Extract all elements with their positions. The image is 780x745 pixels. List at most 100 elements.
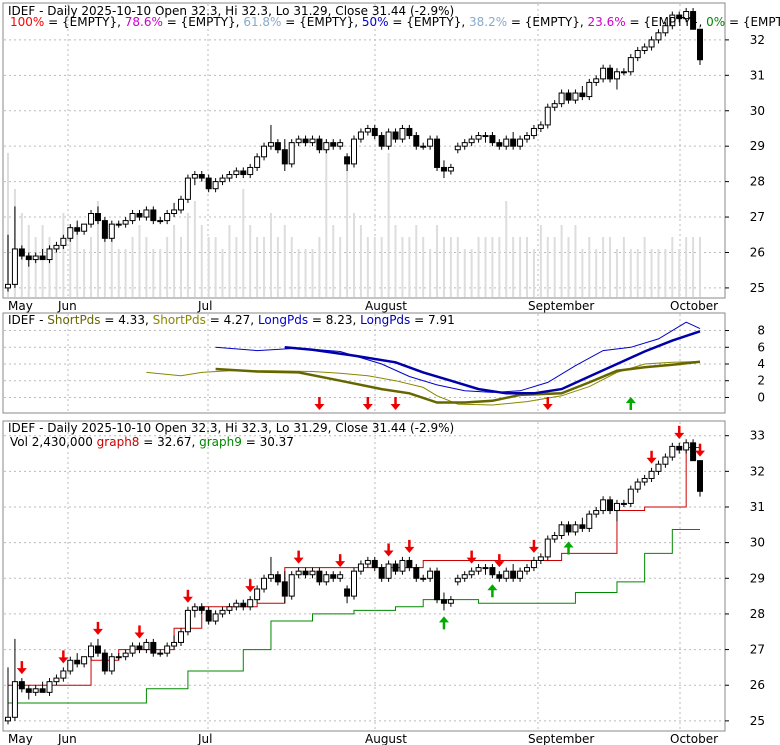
volume-bar bbox=[643, 237, 646, 297]
candle-body bbox=[510, 570, 517, 579]
volume-bar bbox=[505, 201, 508, 297]
volume-bar bbox=[193, 201, 196, 297]
candle-body bbox=[233, 602, 240, 608]
candle-body bbox=[447, 599, 454, 604]
candle-body bbox=[198, 174, 205, 179]
candle-body bbox=[385, 563, 392, 579]
volume-bar bbox=[470, 249, 473, 297]
candle-body bbox=[586, 513, 593, 529]
candle-body bbox=[683, 442, 690, 451]
volume-bar bbox=[145, 237, 148, 297]
candle-body bbox=[697, 460, 703, 492]
candle-body bbox=[371, 559, 378, 569]
volume-bar bbox=[491, 237, 494, 297]
volume-bar bbox=[249, 225, 252, 297]
volume-bar bbox=[41, 225, 44, 297]
volume-bar bbox=[34, 237, 37, 297]
signals-panel-frame bbox=[2, 420, 726, 732]
periods-header-sep: - bbox=[35, 313, 47, 327]
candle-body bbox=[309, 138, 316, 144]
candle-body bbox=[74, 659, 81, 665]
volume-bar bbox=[526, 237, 528, 297]
candle-body bbox=[399, 559, 406, 572]
candle-body bbox=[240, 602, 247, 608]
x-tick-label: May bbox=[8, 299, 33, 313]
candle-body bbox=[461, 574, 468, 579]
y-tick-label: 2 bbox=[757, 374, 765, 388]
candle-body bbox=[39, 255, 46, 261]
candle-body bbox=[247, 166, 254, 176]
candle-body bbox=[129, 645, 136, 654]
candle-body bbox=[171, 209, 178, 215]
volume-bar bbox=[90, 237, 93, 297]
price-panel-frame bbox=[2, 2, 726, 299]
periods-lines bbox=[146, 321, 701, 406]
legend-graph8-value: = 32.67, bbox=[139, 435, 195, 449]
candle-body bbox=[74, 227, 81, 232]
candle-body bbox=[274, 574, 281, 583]
candle-body bbox=[655, 463, 662, 472]
legend-longpds-1-value: = 8.23, bbox=[308, 313, 356, 327]
candle-body bbox=[274, 142, 281, 151]
volume-bar bbox=[609, 237, 612, 297]
signal-arrow-up bbox=[487, 584, 498, 591]
signal-arrow-down bbox=[466, 557, 477, 564]
legend-graph9-value: = 30.37 bbox=[242, 435, 294, 449]
candle-body bbox=[11, 248, 18, 285]
candle-body bbox=[191, 606, 198, 611]
candle-body bbox=[198, 606, 205, 611]
volume-bar bbox=[519, 237, 522, 297]
candle-body bbox=[648, 39, 655, 48]
candle-body bbox=[544, 106, 551, 126]
candle-body bbox=[323, 142, 330, 151]
candle-body bbox=[517, 570, 524, 579]
candle-body bbox=[143, 641, 150, 651]
fib-786-pct: 78.6% bbox=[125, 15, 163, 29]
volume-bar bbox=[359, 225, 362, 297]
candle-body bbox=[281, 581, 288, 597]
candle-body bbox=[413, 135, 420, 147]
candle-body bbox=[586, 81, 593, 98]
volume-bar bbox=[581, 249, 584, 297]
candle-body bbox=[67, 227, 74, 239]
candle-body bbox=[288, 574, 295, 597]
candle-body bbox=[281, 149, 288, 165]
signal-arrow-down bbox=[390, 404, 401, 410]
x-tick-label: September bbox=[528, 299, 594, 313]
candle-body bbox=[309, 570, 316, 576]
fib-618-text: = {EMPTY}, bbox=[281, 15, 358, 29]
candle-body bbox=[482, 567, 489, 570]
y-tick-label: 28 bbox=[750, 175, 765, 189]
candle-body bbox=[136, 645, 143, 651]
signals-header-symbol: IDEF bbox=[8, 421, 35, 435]
signal-arrow-down bbox=[182, 596, 193, 603]
fib-618-pct: 61.8% bbox=[243, 15, 281, 29]
candle-body bbox=[572, 524, 579, 533]
volume-bar bbox=[574, 225, 577, 297]
candle-body bbox=[440, 599, 447, 604]
y-tick-label: 30 bbox=[750, 536, 765, 550]
candle-body bbox=[510, 138, 517, 147]
y-tick-label: 26 bbox=[750, 678, 765, 692]
candle-body bbox=[620, 502, 627, 505]
volume-bar bbox=[401, 237, 404, 297]
price-candles bbox=[5, 8, 703, 292]
volume-bar bbox=[373, 237, 376, 297]
candle-body bbox=[524, 567, 530, 572]
candle-body bbox=[489, 567, 496, 576]
volume-bar bbox=[242, 189, 245, 297]
candle-body bbox=[184, 609, 191, 633]
volume-bar bbox=[62, 213, 65, 297]
periods-grid bbox=[4, 314, 724, 412]
candle-body bbox=[178, 631, 184, 643]
candle-body bbox=[496, 574, 503, 579]
volume-bar bbox=[311, 249, 314, 297]
candle-body bbox=[385, 131, 392, 147]
fib-236-pct: 23.6% bbox=[588, 15, 626, 29]
x-tick-label: August bbox=[365, 732, 407, 745]
volume-bar bbox=[269, 213, 272, 297]
volume-bar bbox=[463, 249, 466, 297]
candle-body bbox=[537, 556, 544, 561]
volume-bar bbox=[332, 225, 335, 297]
